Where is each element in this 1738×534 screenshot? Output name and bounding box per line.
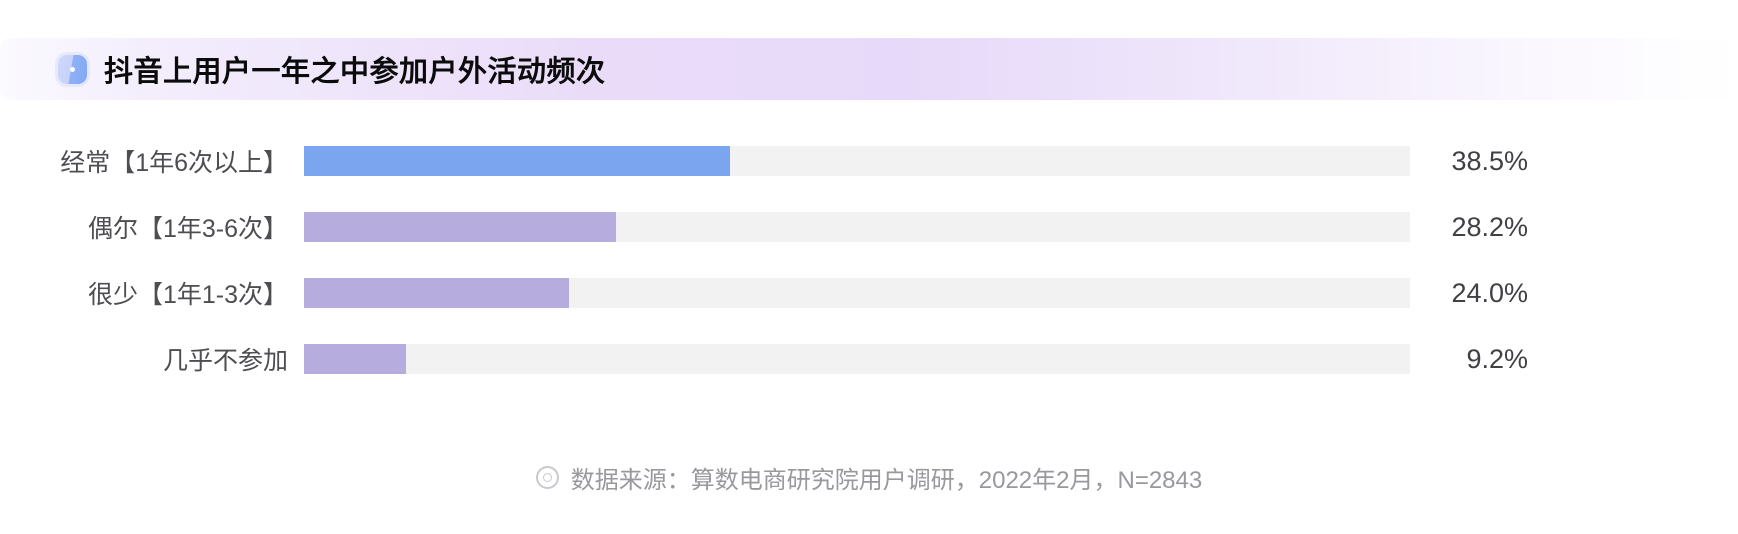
- page-title: 抖音上用户一年之中参加户外活动频次: [104, 56, 606, 88]
- bar-fill: [304, 146, 730, 176]
- bar-row: 偶尔【1年3-6次】 28.2%: [0, 194, 1738, 260]
- bar-fill: [304, 212, 616, 242]
- bar-chart: 经常【1年6次以上】 38.5% 偶尔【1年3-6次】 28.2% 很少【1年1-3次】…: [0, 128, 1738, 392]
- bar-row: 很少【1年1-3次】 24.0%: [0, 260, 1738, 326]
- bar-category-label: 经常【1年6次以上】: [60, 149, 288, 177]
- bar-value-label: 28.2%: [1451, 211, 1528, 242]
- chart-header-banner: 抖音上用户一年之中参加户外活动频次: [0, 38, 1738, 100]
- bar-category-label: 很少【1年1-3次】: [87, 281, 288, 309]
- double-circle-icon: [535, 466, 559, 489]
- bar-value-label: 9.2%: [1466, 343, 1528, 374]
- bar-value-label: 24.0%: [1451, 277, 1528, 308]
- rounded-square-dot-icon: [58, 54, 87, 84]
- bar-fill: [304, 278, 570, 308]
- icon-center-dot: [70, 66, 75, 72]
- data-source-text: 数据来源：算数电商研究院用户调研，2022年2月，N=2843: [570, 467, 1203, 494]
- bar-track: [304, 212, 1410, 242]
- bar-row: 几乎不参加 9.2%: [0, 326, 1738, 392]
- bar-track: [304, 278, 1410, 308]
- bar-track: [304, 146, 1410, 176]
- bar-row: 经常【1年6次以上】 38.5%: [0, 128, 1738, 194]
- bar-track: [304, 344, 1410, 374]
- bar-fill: [304, 344, 406, 374]
- bar-value-label: 38.5%: [1451, 145, 1528, 176]
- bar-category-label: 几乎不参加: [162, 347, 288, 375]
- bar-track-background: [304, 344, 1410, 374]
- data-source-footer: 数据来源：算数电商研究院用户调研，2022年2月，N=2843: [0, 460, 1738, 495]
- bar-category-label: 偶尔【1年3-6次】: [87, 215, 288, 243]
